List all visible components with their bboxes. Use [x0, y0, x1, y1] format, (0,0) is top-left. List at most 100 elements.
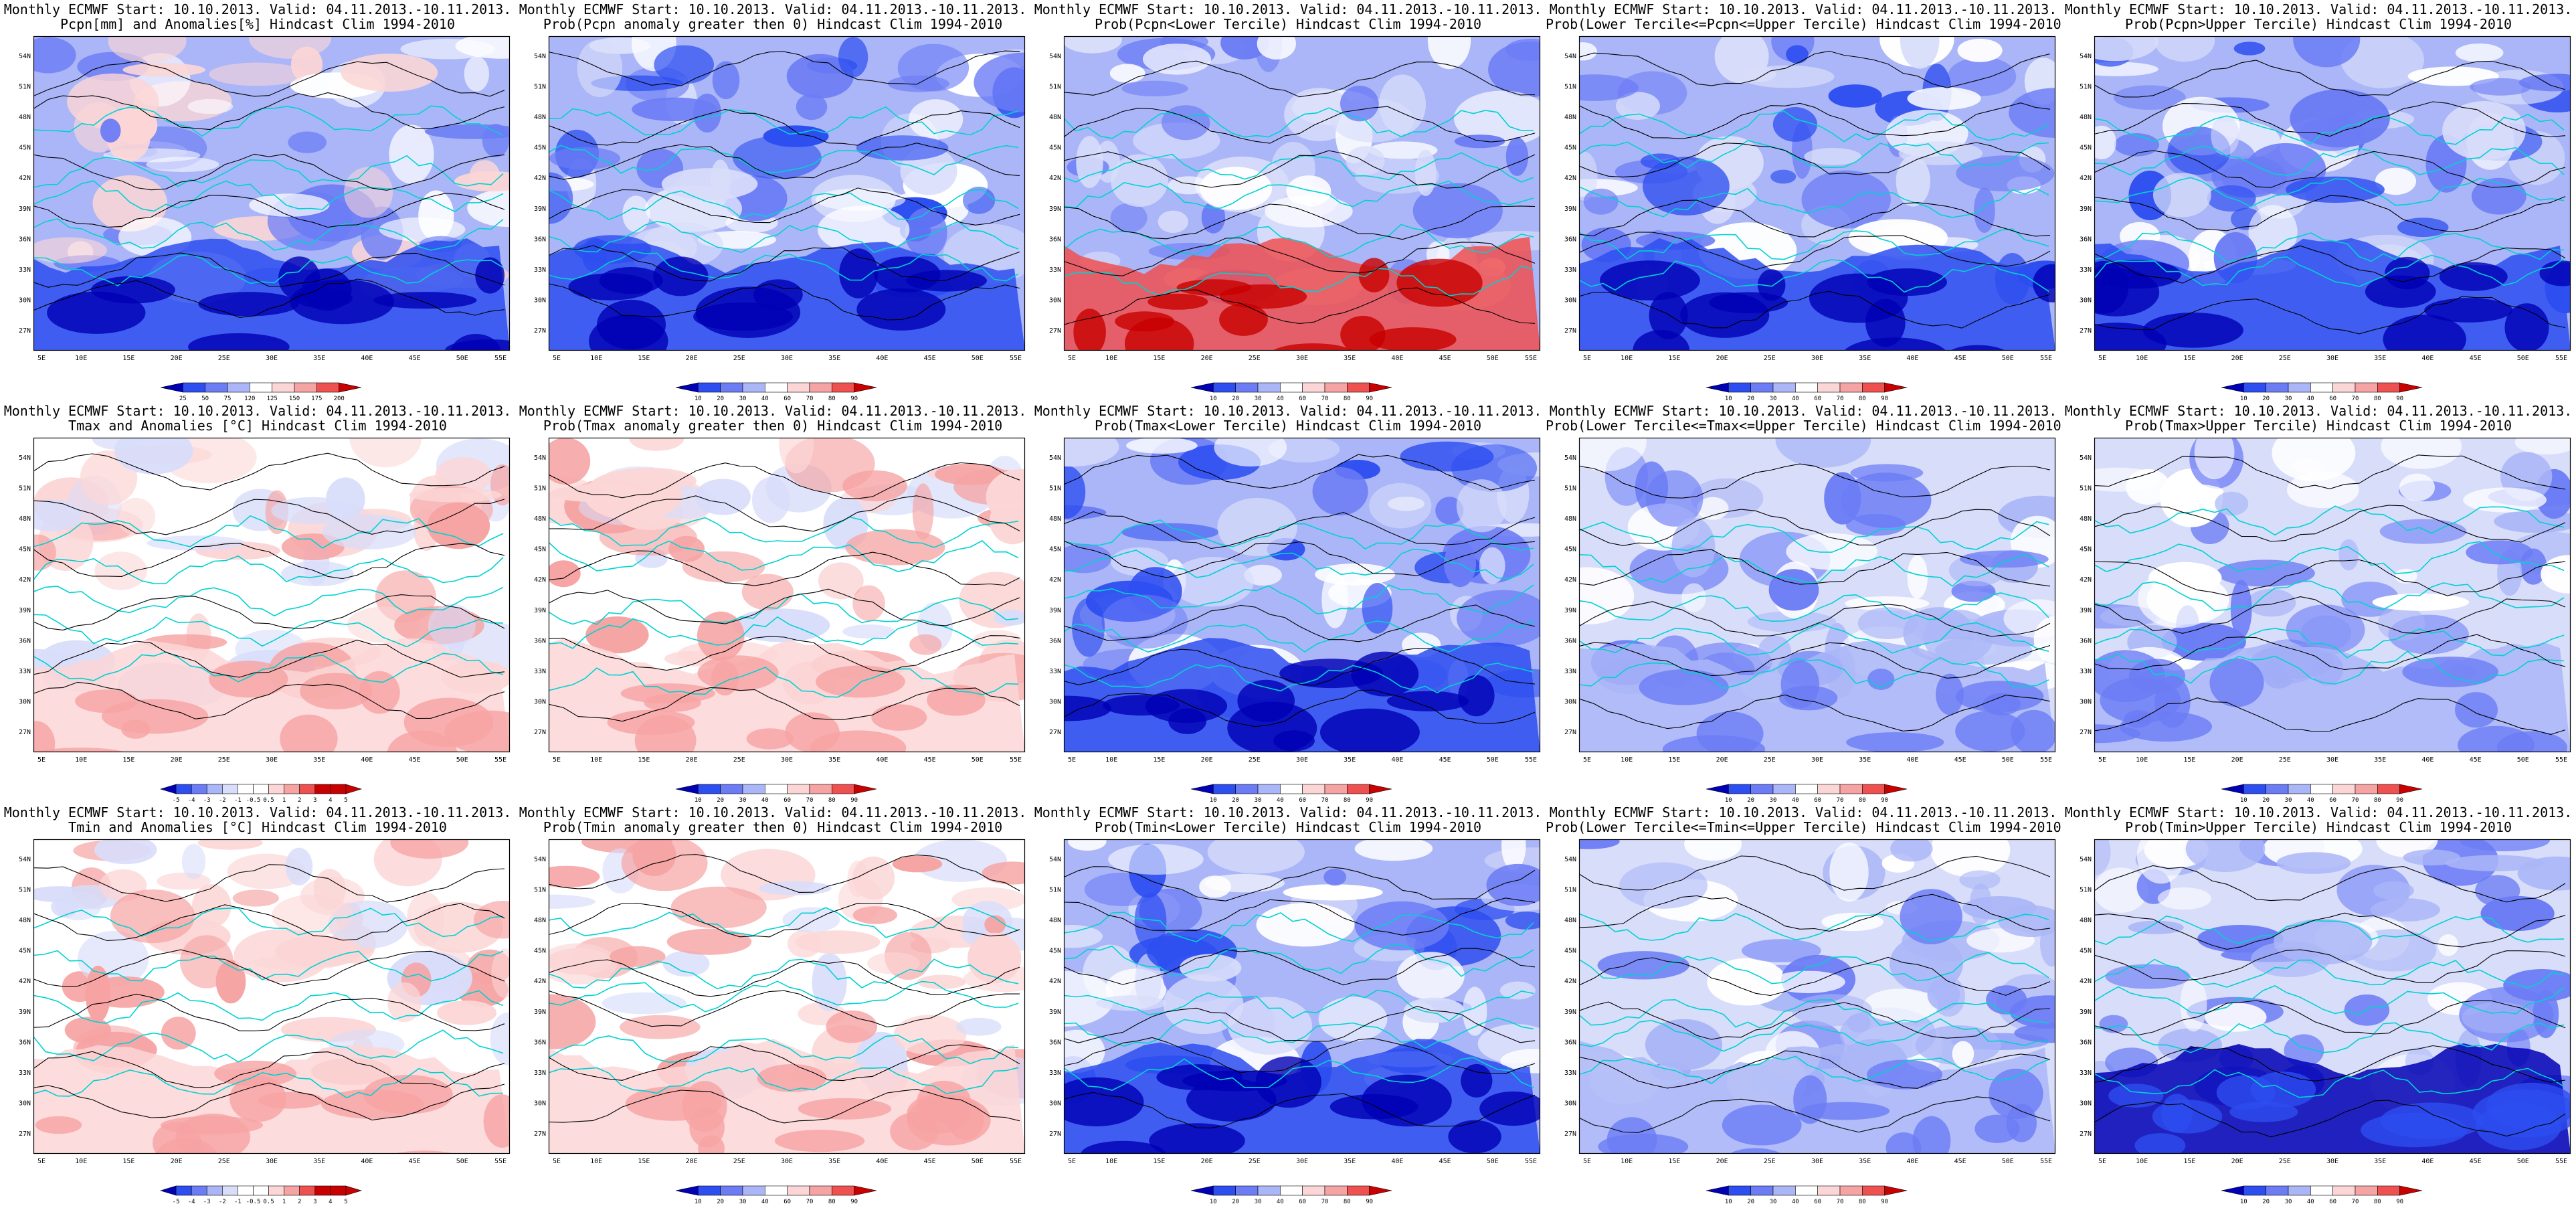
- field-blob: [180, 935, 234, 988]
- lat-tick-label: 45N: [2080, 145, 2092, 152]
- field-blob: [35, 1116, 82, 1134]
- lat-tick-label: 51N: [2080, 485, 2092, 493]
- lat-tick-label: 48N: [2080, 114, 2092, 121]
- field-blob: [1986, 985, 2027, 1015]
- field-blob: [1096, 995, 1167, 1011]
- field-blob: [2215, 492, 2248, 516]
- lon-tick-label: 40E: [876, 355, 888, 362]
- field-blob: [1998, 906, 2063, 937]
- lat-tick-label: 54N: [2080, 454, 2092, 462]
- colorbar-swatch: [676, 784, 698, 794]
- lon-tick-label: 20E: [171, 1158, 183, 1165]
- panel-title-line1: Monthly ECMWF Start: 10.10.2013. Valid: …: [0, 2, 515, 17]
- lat-tick-label: 33N: [19, 266, 31, 274]
- lon-tick-label: 25E: [218, 756, 230, 764]
- colorbar-swatch: [832, 784, 854, 794]
- field-blob: [956, 1018, 1002, 1036]
- field-blob: [490, 464, 515, 506]
- lat-tick-label: 54N: [1564, 856, 1576, 863]
- lon-tick-label: 15E: [1668, 1158, 1680, 1165]
- lat-tick-label: 48N: [19, 114, 31, 121]
- field-blob: [249, 193, 329, 217]
- lon-tick-label: 10E: [590, 355, 602, 362]
- field-blob: [2378, 606, 2425, 641]
- field-blob: [1162, 105, 1210, 140]
- field-blob: [2205, 1003, 2266, 1031]
- colorbar-swatch: [1818, 383, 1840, 392]
- field-blob: [1143, 44, 1211, 74]
- lat-tick-label: 36N: [1049, 637, 1061, 644]
- colorbar-swatch: [1370, 383, 1392, 392]
- field-blob: [1500, 982, 1536, 1000]
- lon-tick-label: 25E: [2279, 1158, 2291, 1165]
- lat-tick-label: 45N: [19, 546, 31, 553]
- lon-tick-label: 10E: [1621, 1158, 1633, 1165]
- lat-tick-label: 33N: [1049, 1069, 1061, 1077]
- lon-tick-label: 40E: [1391, 355, 1403, 362]
- field-blob: [2440, 262, 2508, 291]
- field-blob: [1208, 831, 1305, 874]
- lon-tick-label: 45E: [409, 355, 421, 362]
- lon-tick-label: 55E: [1525, 355, 1537, 362]
- lon-tick-label: 20E: [1716, 355, 1728, 362]
- lon-tick-label: 30E: [781, 355, 793, 362]
- colorbar-swatch: [721, 383, 743, 392]
- lon-tick-label: 40E: [2421, 1158, 2433, 1165]
- lat-tick-label: 54N: [1564, 53, 1576, 60]
- field-blob: [116, 498, 155, 535]
- colorbar-swatch: [1325, 383, 1347, 392]
- lon-tick-label: 45E: [2470, 756, 2482, 764]
- lat-tick-label: 27N: [534, 327, 546, 335]
- lat-tick-label: 54N: [1049, 454, 1061, 462]
- lat-tick-label: 45N: [534, 145, 546, 152]
- colorbar-swatch: [2333, 784, 2355, 794]
- colorbar-swatch: [269, 1186, 284, 1195]
- lon-tick-label: 15E: [2183, 1158, 2195, 1165]
- colorbar-swatch: [698, 1186, 720, 1195]
- lat-tick-label: 48N: [2080, 515, 2092, 523]
- field-blob: [428, 604, 476, 647]
- lat-tick-label: 36N: [534, 236, 546, 243]
- lon-tick-label: 25E: [733, 355, 745, 362]
- lon-tick-label: 30E: [2326, 355, 2338, 362]
- colorbar-swatch: [331, 784, 346, 794]
- colorbar-swatch: [2400, 784, 2422, 794]
- colorbar-swatch: [269, 784, 284, 794]
- lat-tick-label: 36N: [2080, 236, 2092, 243]
- field-blob: [682, 551, 765, 583]
- lat-tick-label: 42N: [19, 576, 31, 584]
- lon-tick-label: 55E: [1525, 756, 1537, 764]
- field-blob: [75, 689, 138, 713]
- lon-tick-label: 40E: [1906, 1158, 1918, 1165]
- colorbar-swatch: [698, 784, 720, 794]
- lat-tick-label: 51N: [1564, 485, 1576, 493]
- lon-tick-label: 35E: [313, 756, 325, 764]
- lon-tick-label: 50E: [2002, 756, 2014, 764]
- lat-tick-label: 30N: [1049, 296, 1061, 304]
- field-blob: [2463, 487, 2547, 512]
- lat-tick-label: 39N: [19, 607, 31, 614]
- lon-tick-label: 40E: [1906, 355, 1918, 362]
- field-blob: [1214, 428, 1287, 466]
- colorbar-swatch: [1840, 383, 1862, 392]
- lon-tick-label: 55E: [2555, 355, 2567, 362]
- lon-tick-label: 5E: [553, 355, 561, 362]
- field-blob: [1974, 1115, 2019, 1143]
- lon-tick-label: 20E: [171, 756, 183, 764]
- lat-tick-label: 48N: [1049, 515, 1061, 523]
- lat-tick-label: 51N: [2080, 84, 2092, 91]
- field-blob: [927, 685, 986, 716]
- colorbar-swatch: [2288, 1186, 2310, 1195]
- lat-tick-label: 54N: [1049, 856, 1061, 863]
- lon-tick-label: 35E: [2374, 355, 2386, 362]
- lon-tick-label: 45E: [924, 355, 936, 362]
- colorbar-swatch: [161, 784, 176, 794]
- colorbar-swatch: [1280, 383, 1302, 392]
- field-blob: [1323, 869, 1346, 886]
